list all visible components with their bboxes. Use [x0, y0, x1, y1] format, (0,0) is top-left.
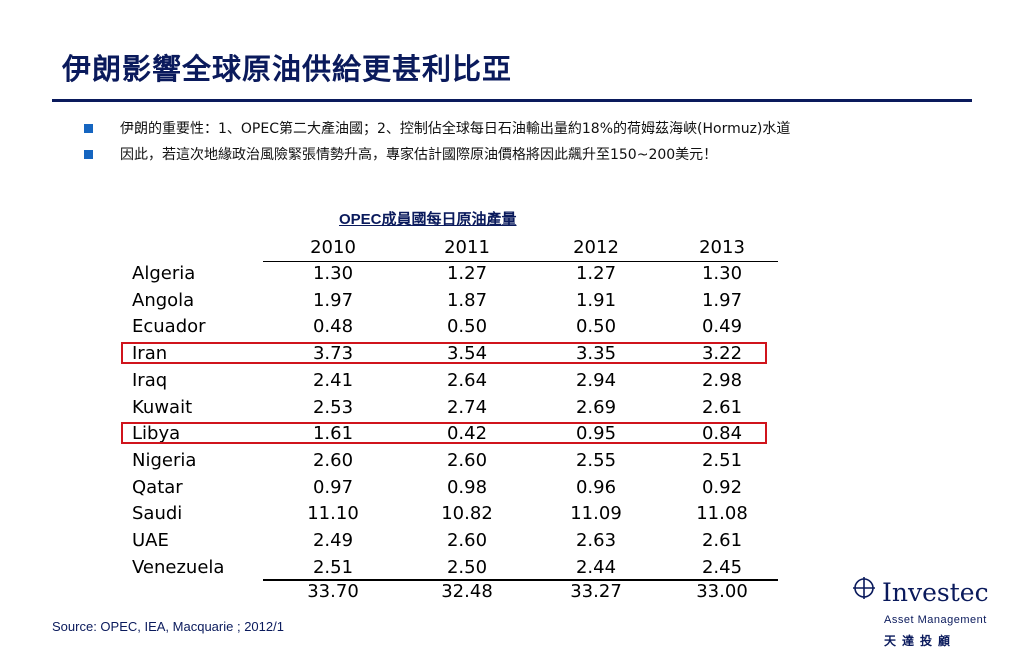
row-country-label: UAE — [132, 530, 169, 551]
table-cell-value: 0.50 — [446, 316, 488, 338]
logo-subtitle: Asset Management — [884, 614, 987, 626]
row-country-label: Iraq — [132, 369, 168, 391]
row-country-label: Ecuador — [132, 316, 206, 338]
table-cell-value: 0.97 — [312, 476, 354, 498]
table-cell-value: 1.87 — [446, 289, 488, 311]
table-cell-value: 2.49 — [312, 530, 354, 551]
table-cell-value: 11.08 — [696, 503, 748, 525]
table-cell-value: 2.60 — [312, 449, 354, 471]
table-cell-value: 3.54 — [446, 343, 488, 365]
table-cell-value: 2.63 — [575, 530, 617, 551]
title-divider — [52, 99, 972, 102]
table-caption: OPEC成員國每日原油產量 — [339, 211, 517, 228]
row-highlight-box — [121, 342, 767, 365]
table-cell-value: 2.64 — [446, 369, 488, 391]
table-cell-value: 2.44 — [575, 556, 617, 578]
bullet-text: 因此，若這次地緣政治風險緊張情勢升高，專家估計國際原油價格將因此飆升至150~2… — [120, 147, 718, 163]
table-cell-value: 0.48 — [312, 316, 354, 338]
table-total-value: 32.48 — [441, 581, 493, 603]
table-cell-value: 2.74 — [446, 396, 488, 418]
logo-wordmark: Investec — [882, 578, 989, 607]
row-country-label: Nigeria — [132, 449, 197, 471]
table-cell-value: 2.53 — [312, 396, 354, 418]
table-cell-value: 2.50 — [446, 556, 488, 578]
table-cell-value: 0.92 — [701, 476, 743, 498]
table-cell-value: 2.51 — [701, 449, 743, 471]
table-cell-value: 0.50 — [575, 316, 617, 338]
table-cell-value: 1.30 — [701, 263, 743, 284]
table-cell-value: 0.84 — [701, 423, 743, 445]
table-cell-value: 2.61 — [701, 530, 743, 551]
column-header-year: 2010 — [310, 237, 356, 258]
row-highlight-box — [121, 422, 767, 445]
table-cell-value: 2.94 — [575, 369, 617, 391]
table-cell-value: 0.42 — [446, 423, 488, 445]
logo-chinese-name: 天達投顧 — [884, 634, 957, 648]
table-cell-value: 1.30 — [312, 263, 354, 284]
table-cell-value: 1.27 — [575, 263, 617, 284]
row-country-label: Saudi — [132, 503, 183, 525]
table-cell-value: 2.60 — [446, 530, 488, 551]
table-cell-value: 1.97 — [312, 289, 354, 311]
table-cell-value: 2.61 — [701, 396, 743, 418]
row-country-label: Iran — [132, 343, 168, 365]
table-cell-value: 2.55 — [575, 449, 617, 471]
globe-icon — [853, 577, 875, 599]
table-cell-value: 2.60 — [446, 449, 488, 471]
bullet-list: 伊朗的重要性：1、OPEC第二大產油國；2、控制佔全球每日石油輸出量約18%的荷… — [84, 115, 790, 167]
row-country-label: Angola — [132, 289, 195, 311]
table-cell-value: 0.95 — [575, 423, 617, 445]
table-cell-value: 1.27 — [446, 263, 488, 284]
table-cell-value: 10.82 — [441, 503, 493, 525]
table-cell-value: 2.51 — [312, 556, 354, 578]
column-header-year: 2012 — [573, 237, 619, 258]
table-cell-value: 11.09 — [570, 503, 622, 525]
bullet-square-icon — [84, 123, 93, 133]
table-cell-value: 2.98 — [701, 369, 743, 391]
column-header-year: 2011 — [444, 237, 490, 258]
row-country-label: Venezuela — [132, 556, 225, 578]
table-cell-value: 0.49 — [701, 316, 743, 338]
table-total-value: 33.00 — [696, 581, 748, 603]
row-country-label: Algeria — [132, 263, 196, 284]
row-country-label: Kuwait — [132, 396, 193, 418]
investec-logo: Investec Asset Management 天達投顧 — [852, 572, 1012, 652]
table-cell-value: 2.69 — [575, 396, 617, 418]
page-title: 伊朗影響全球原油供給更甚利比亞 — [62, 52, 513, 86]
bullet-text: 伊朗的重要性：1、OPEC第二大產油國；2、控制佔全球每日石油輸出量約18%的荷… — [120, 121, 791, 137]
row-country-label: Libya — [132, 423, 181, 445]
table-cell-value: 2.41 — [312, 369, 354, 391]
table-cell-value: 1.61 — [312, 423, 354, 445]
header-rule — [263, 261, 778, 262]
table-cell-value: 2.45 — [701, 556, 743, 578]
table-total-value: 33.27 — [570, 581, 622, 603]
table-cell-value: 3.35 — [575, 343, 617, 365]
bullet-item: 伊朗的重要性：1、OPEC第二大產油國；2、控制佔全球每日石油輸出量約18%的荷… — [84, 115, 790, 141]
table-cell-value: 0.96 — [575, 476, 617, 498]
total-rule — [263, 579, 778, 582]
bullet-item: 因此，若這次地緣政治風險緊張情勢升高，專家估計國際原油價格將因此飆升至150~2… — [84, 141, 790, 167]
table-cell-value: 3.22 — [701, 343, 743, 365]
table-cell-value: 1.97 — [701, 289, 743, 311]
table-cell-value: 0.98 — [446, 476, 488, 498]
table-total-value: 33.70 — [307, 581, 359, 603]
column-header-year: 2013 — [699, 237, 745, 258]
bullet-square-icon — [84, 149, 93, 159]
table-cell-value: 3.73 — [312, 343, 354, 365]
source-note: Source: OPEC, IEA, Macquarie ; 2012/1 — [52, 619, 284, 634]
table-cell-value: 11.10 — [307, 503, 359, 525]
row-country-label: Qatar — [132, 476, 183, 498]
table-cell-value: 1.91 — [575, 289, 617, 311]
